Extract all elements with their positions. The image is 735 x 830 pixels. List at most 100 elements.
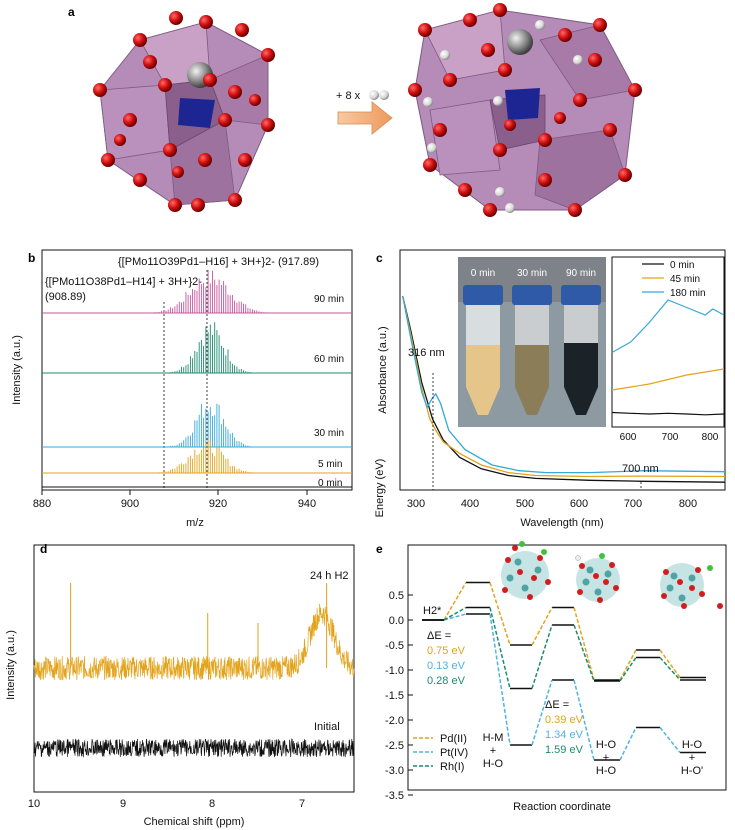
- panel-e-frame: [407, 544, 727, 791]
- polyoxometalate-cluster-right: [408, 3, 642, 217]
- state2-line3: H-O: [596, 765, 617, 777]
- inset-xtick-800: 800: [702, 432, 719, 443]
- d-xlabel: Chemical shift (ppm): [144, 816, 245, 828]
- legend-rh: Rh(I): [440, 761, 464, 773]
- h2-label: H2*: [423, 605, 442, 617]
- c-xtick-400: 400: [461, 498, 479, 510]
- legend-45min: 45 min: [670, 274, 700, 285]
- e-ytick-label: -1.5: [385, 690, 404, 702]
- energy-path-Rh(I): [443, 606, 681, 689]
- c-xtick-300: 300: [407, 498, 425, 510]
- e-xlabel: Reaction coordinate: [513, 801, 611, 813]
- spectrum-5-min: [147, 438, 264, 473]
- nmr-label-initial: Initial: [314, 721, 340, 733]
- d-xtick-7: 7: [299, 798, 305, 810]
- e-ytick-label: 0.0: [389, 615, 404, 627]
- vial-photo: 0 min 30 min 90 min: [458, 257, 606, 427]
- state1-line1: H-M: [483, 732, 504, 744]
- e-ytick-label: -3.0: [385, 765, 404, 777]
- panel-c-xaxis: 300 400 500 600 700 800 Wavelength (nm): [407, 498, 697, 529]
- energy-legend: Pd(II) Pt(IV) Rh(I): [413, 733, 468, 773]
- absorbance-0-min: [402, 295, 726, 483]
- delta-e2-title: ΔE =: [545, 699, 569, 711]
- e-ylabel: Energy (eV): [374, 459, 386, 518]
- inset-45-min: [611, 368, 725, 391]
- panel-e-yaxis: 0.5 0.0 -0.5 -1.0 -1.5 -2.0 -2.5 -3.0 -3.5: [385, 590, 413, 802]
- energy-path-Pd(II): [443, 582, 681, 681]
- time-label-60: 60 min: [314, 354, 344, 365]
- panel-e-label: e: [376, 542, 383, 556]
- mass-annotation-main: {[PMo11O39Pd1–H16] + 3H+}2- (917.89): [118, 256, 319, 268]
- photo-label-0: 0 min: [471, 268, 495, 279]
- arrow-label: + 8 x: [336, 90, 361, 102]
- d-xtick-8: 8: [209, 798, 215, 810]
- time-label-5: 5 min: [318, 459, 342, 470]
- photo-label-90: 90 min: [566, 268, 596, 279]
- e-ytick-label: 0.5: [389, 590, 404, 602]
- state2-line2: +: [603, 752, 609, 764]
- legend-pt: Pt(IV): [440, 747, 468, 759]
- panel-c-label: c: [376, 251, 383, 265]
- d-ylabel: Intensity (a.u.): [5, 630, 17, 700]
- b-xtick-920: 920: [209, 498, 227, 510]
- panel-c-frame: [399, 249, 726, 491]
- b-ylabel: Intensity (a.u.): [11, 335, 23, 405]
- panel-d-xaxis: 10 9 8 7 Chemical shift (ppm): [28, 798, 305, 828]
- panel-d: d 24 h H2 Initial 10 9 8 7 Chemical shif…: [5, 542, 355, 828]
- b-xtick-880: 880: [33, 498, 51, 510]
- reaction-arrow: + 8 x: [336, 90, 393, 135]
- b-xlabel: m/z: [186, 517, 204, 529]
- time-label-30: 30 min: [314, 428, 344, 439]
- b-xtick-900: 900: [121, 498, 139, 510]
- mass-spectra-series: [42, 269, 352, 488]
- absorbance-series: [402, 295, 726, 483]
- e-ytick-label: -2.5: [385, 740, 404, 752]
- panel-d-label: d: [40, 542, 47, 556]
- delta-e2-pd: 0.39 eV: [545, 714, 584, 726]
- e-ytick-label: -0.5: [385, 640, 404, 652]
- state1-line3: H-O: [483, 758, 504, 770]
- state-label-ho-prime: H-O + H-O': [681, 739, 703, 777]
- polyoxometalate-cluster-left: [93, 11, 275, 212]
- absorbance-180-min: [402, 295, 726, 474]
- legend-180min: 180 min: [670, 288, 706, 299]
- spectrum-30-min: [158, 403, 262, 447]
- state-label-hm: H-M + H-O: [483, 732, 504, 770]
- panel-e: e 0.5 0.0 -0.5 -1.0 -1.5 -2.0 -2.5 -3.0 -3.5 Ene…: [374, 459, 727, 813]
- panel-b-label: b: [28, 251, 35, 265]
- c-xtick-800: 800: [679, 498, 697, 510]
- panel-b: b {[PMo11O39Pd1–H16] + 3H+}2- (917.89) {…: [11, 249, 353, 529]
- b-xtick-940: 940: [298, 498, 316, 510]
- structure-3: [660, 563, 723, 609]
- panel-a: a + 8 x: [68, 3, 642, 217]
- delta-e-annotation-1: ΔE = 0.75 eV 0.13 eV 0.28 eV: [427, 630, 466, 687]
- inset-0-min: [611, 411, 725, 416]
- spectrum-90-min: [138, 269, 282, 313]
- state3-line1: H-O: [682, 739, 703, 751]
- e-ytick-label: -1.0: [385, 665, 404, 677]
- d-xtick-10: 10: [28, 798, 40, 810]
- energy-profile-series: [422, 581, 706, 761]
- delta-e1-pd: 0.75 eV: [427, 645, 466, 657]
- absorbance-inset: 0 min 45 min 180 min 600 700 800: [611, 256, 725, 443]
- c-xlabel: Wavelength (nm): [520, 517, 603, 529]
- structure-2: [575, 553, 620, 603]
- e-ytick-label: -2.0: [385, 715, 404, 727]
- photo-label-30: 30 min: [517, 268, 547, 279]
- state-label-ho: H-O + H-O: [596, 739, 617, 777]
- nmr-initial: [33, 738, 355, 758]
- c-xtick-500: 500: [516, 498, 534, 510]
- panel-c: c 316 nm 700 nm: [376, 249, 726, 529]
- inset-xtick-700: 700: [662, 432, 679, 443]
- delta-e1-title: ΔE =: [427, 630, 451, 642]
- state3-line2: +: [689, 752, 695, 764]
- energy-path-Pt(IV): [443, 613, 681, 761]
- nmr-24h-h2: [33, 603, 355, 681]
- c-xtick-700: 700: [624, 498, 642, 510]
- vial-90-min: [561, 285, 601, 415]
- panel-a-label: a: [68, 5, 75, 19]
- vial-0-min: [463, 285, 503, 415]
- inset-xtick-600: 600: [620, 432, 637, 443]
- c-ylabel: Absorbance (a.u.): [377, 326, 389, 413]
